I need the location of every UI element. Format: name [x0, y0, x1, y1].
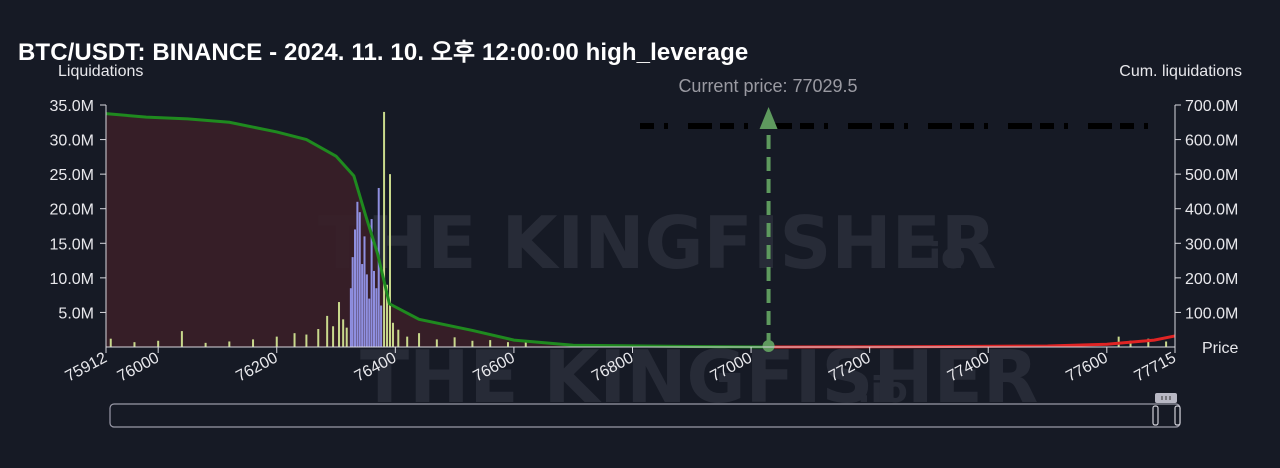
liquidation-bar	[356, 201, 359, 347]
liquidation-bar	[363, 236, 366, 347]
range-slider-right-handle[interactable]	[1174, 405, 1181, 426]
y-axis-label: Liquidations	[58, 63, 143, 80]
y-tick-label: 10.0M	[50, 271, 94, 288]
y-tick-label: 25.0M	[50, 167, 94, 184]
liquidation-bar	[435, 339, 438, 347]
chart-title: BTC/USDT: BINANCE - 2024. 11. 10. 오후 12:…	[18, 39, 749, 66]
watermark-suffix-2: .io	[857, 370, 908, 411]
liquidation-bar	[388, 174, 391, 347]
liquidation-bar	[471, 340, 474, 347]
y2-tick-label: 200.0M	[1185, 271, 1238, 288]
liquidation-bar	[157, 340, 160, 347]
liquidation-bar	[386, 284, 389, 347]
cum-long-line	[105, 112, 769, 349]
liquidation-bar	[228, 341, 231, 347]
liquidation-bar	[1129, 340, 1132, 347]
liquidation-bar	[1147, 338, 1150, 347]
liquidation-bar	[204, 342, 207, 347]
liquidation-bar	[365, 274, 368, 347]
liquidation-bar	[370, 219, 373, 347]
liquidation-bar	[453, 337, 456, 347]
liquidation-bar	[345, 327, 348, 347]
liquidation-bar	[506, 342, 509, 347]
liquidation-bar	[342, 319, 345, 347]
liquidation-bar	[305, 334, 308, 347]
watermark-text-2: THE KINGFISHER	[360, 335, 1038, 419]
watermark-text: THE KINGFISHER	[318, 201, 996, 285]
liquidation-bar	[317, 329, 320, 347]
liquidation-bar	[361, 264, 364, 347]
liquidation-bar	[418, 333, 421, 347]
plot-area	[105, 107, 1176, 352]
y2-tick-label: 300.0M	[1185, 236, 1238, 253]
current-price-label: Current price: 77029.5	[678, 76, 857, 96]
x-tick-label: 76000	[115, 349, 162, 385]
liquidation-bar	[332, 326, 335, 347]
liquidation-bar	[326, 315, 329, 347]
y2-tick-label: 400.0M	[1185, 202, 1238, 219]
y-tick-label: 20.0M	[50, 202, 94, 219]
liquidation-bar	[133, 342, 136, 347]
liquidation-bar	[349, 288, 352, 347]
y2-tick-label: 700.0M	[1185, 98, 1238, 115]
liquidation-bar	[372, 270, 375, 347]
liquidation-bar	[383, 111, 386, 348]
x-tick-label: 75912	[63, 349, 110, 385]
range-slider[interactable]	[109, 393, 1181, 428]
liquidation-bar	[489, 340, 492, 347]
y-tick-label: 5.0M	[58, 305, 94, 322]
liquidation-bar	[397, 329, 400, 347]
liquidation-bar	[1165, 341, 1168, 347]
liquidation-bar	[109, 338, 112, 347]
liquidation-bar	[406, 336, 409, 347]
liquidation-bar	[358, 212, 361, 347]
liquidation-bar	[524, 340, 527, 347]
liquidation-bar	[377, 187, 380, 347]
x-axis-label: Price	[1202, 340, 1239, 357]
liquidation-bar	[380, 305, 383, 347]
y2-axis-label: Cum. liquidations	[1119, 63, 1242, 80]
liquidation-bar	[275, 336, 278, 347]
x-tick-label: 77715	[1132, 349, 1179, 385]
liquidation-bar	[293, 333, 296, 347]
liquidation-bar	[391, 322, 394, 347]
liquidation-bar	[338, 302, 341, 347]
y-tick-label: 15.0M	[50, 236, 94, 253]
current-price-arrow-icon	[759, 107, 778, 129]
liquidation-bar	[351, 257, 354, 347]
watermark: THE KINGFISHER .io THE KINGFISHER .io	[318, 201, 1038, 419]
y2-tick-label: 100.0M	[1185, 305, 1238, 322]
y2-tick-label: 600.0M	[1185, 133, 1238, 150]
liquidation-bar	[354, 229, 357, 347]
liquidation-bar	[180, 331, 183, 347]
cum-long-fill	[106, 113, 769, 348]
x-tick-label: 77600	[1063, 349, 1110, 385]
watermark-suffix: .io	[915, 236, 966, 277]
current-price-dot	[762, 340, 775, 352]
liquidation-bar	[375, 288, 378, 347]
range-slider-left-handle[interactable]	[1152, 405, 1159, 426]
y2-tick-label: 500.0M	[1185, 167, 1238, 184]
y-tick-label: 35.0M	[50, 98, 94, 115]
liquidation-bar	[368, 298, 371, 347]
liquidation-bar	[252, 339, 255, 347]
y-tick-label: 30.0M	[50, 133, 94, 150]
x-tick-label: 76200	[233, 349, 280, 385]
